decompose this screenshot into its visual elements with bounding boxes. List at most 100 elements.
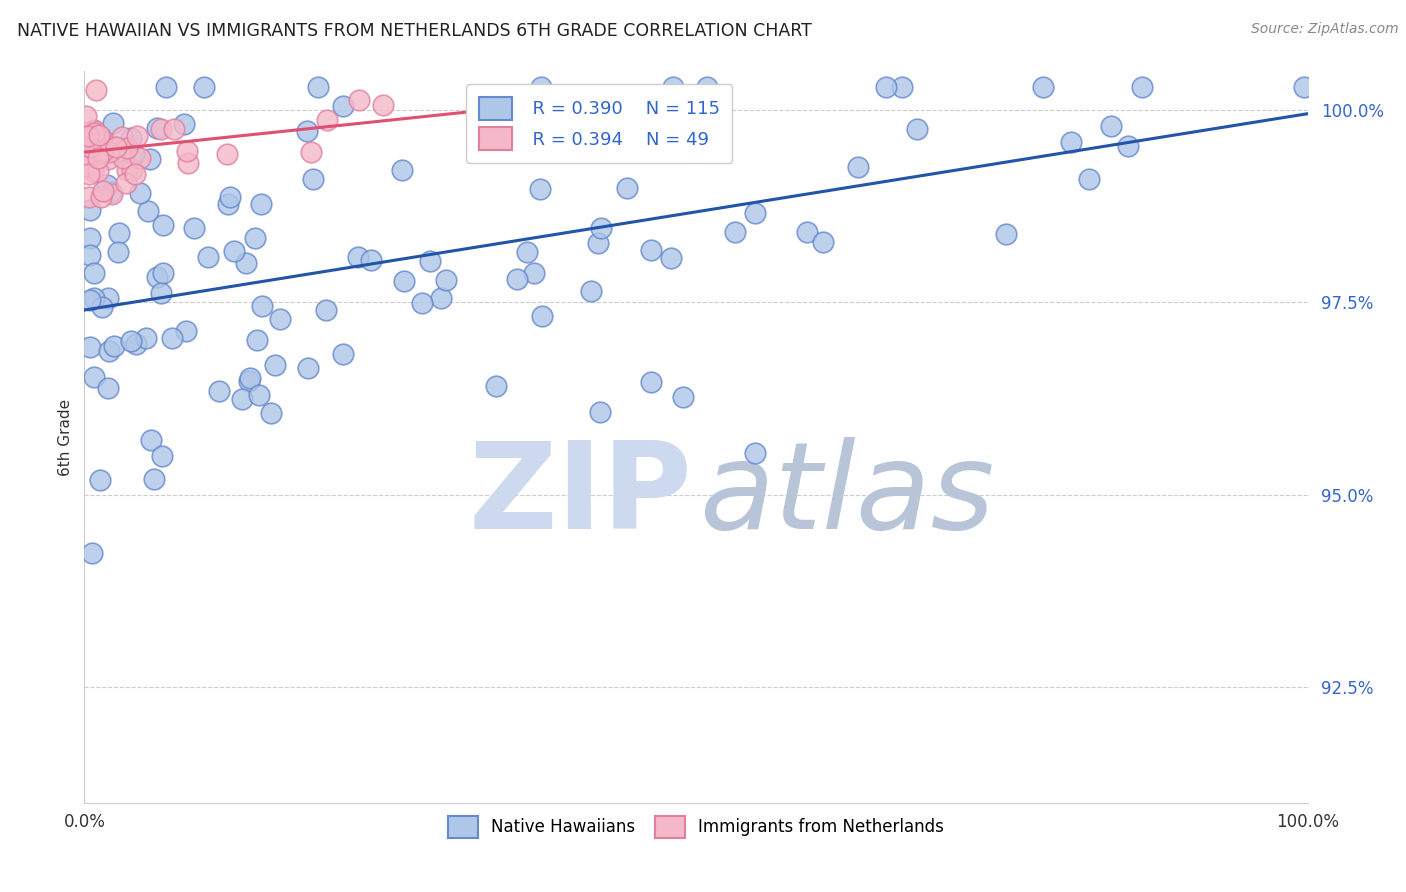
Point <box>531 310 554 324</box>
Point <box>82 546 104 560</box>
Point <box>103 339 125 353</box>
Point <box>90 146 112 161</box>
Point <box>79 293 101 307</box>
Point <box>100 186 122 201</box>
Point <box>373 98 395 112</box>
Point <box>245 231 267 245</box>
Point <box>83 123 105 137</box>
Point <box>136 203 159 218</box>
Point <box>260 406 283 420</box>
Point <box>139 433 162 447</box>
Point <box>104 145 127 159</box>
Point <box>235 255 257 269</box>
Legend: Native Hawaiians, Immigrants from Netherlands: Native Hawaiians, Immigrants from Nether… <box>436 805 956 849</box>
Point <box>91 300 114 314</box>
Point <box>238 374 260 388</box>
Point <box>1060 135 1083 149</box>
Point <box>472 141 495 155</box>
Point <box>434 272 457 286</box>
Point <box>875 79 897 94</box>
Point <box>659 252 682 266</box>
Point <box>516 244 538 259</box>
Point <box>744 206 766 220</box>
Point <box>589 404 612 418</box>
Point <box>530 112 553 127</box>
Point <box>97 382 120 396</box>
Point <box>76 128 98 143</box>
Point <box>1077 172 1099 186</box>
Point <box>529 182 551 196</box>
Point <box>250 300 273 314</box>
Point <box>640 375 662 389</box>
Point <box>120 130 142 145</box>
Point <box>394 274 416 288</box>
Point <box>218 189 240 203</box>
Point <box>589 221 612 235</box>
Point <box>297 361 319 376</box>
Y-axis label: 6th Grade: 6th Grade <box>58 399 73 475</box>
Point <box>79 202 101 217</box>
Point <box>907 121 929 136</box>
Point <box>217 196 239 211</box>
Point <box>995 227 1018 242</box>
Point <box>86 83 108 97</box>
Point <box>239 371 262 385</box>
Point <box>100 185 122 199</box>
Point <box>616 181 638 195</box>
Point <box>249 197 271 211</box>
Point <box>115 141 138 155</box>
Point <box>97 145 120 159</box>
Point <box>193 79 215 94</box>
Point <box>121 163 143 178</box>
Text: NATIVE HAWAIIAN VS IMMIGRANTS FROM NETHERLANDS 6TH GRADE CORRELATION CHART: NATIVE HAWAIIAN VS IMMIGRANTS FROM NETHE… <box>17 22 811 40</box>
Point <box>128 151 150 165</box>
Point <box>295 124 318 138</box>
Point <box>231 392 253 406</box>
Point <box>101 115 124 129</box>
Point <box>79 140 101 154</box>
Point <box>75 149 97 163</box>
Point <box>127 128 149 143</box>
Point <box>811 235 834 250</box>
Point <box>531 145 554 159</box>
Point <box>1116 138 1139 153</box>
Point <box>146 269 169 284</box>
Point <box>430 291 453 305</box>
Point <box>391 163 413 178</box>
Point <box>87 164 110 178</box>
Point <box>197 250 219 264</box>
Text: atlas: atlas <box>700 437 995 554</box>
Point <box>162 330 184 344</box>
Point <box>162 122 184 136</box>
Point <box>124 167 146 181</box>
Point <box>128 186 150 201</box>
Point <box>104 139 127 153</box>
Point <box>79 140 101 154</box>
Point <box>724 225 747 239</box>
Point <box>79 167 101 181</box>
Point <box>122 147 145 161</box>
Point <box>84 124 107 138</box>
Point <box>419 254 441 268</box>
Point <box>506 272 529 286</box>
Point <box>135 331 157 345</box>
Point <box>1099 120 1122 134</box>
Point <box>150 121 173 136</box>
Point <box>264 359 287 373</box>
Point <box>247 388 270 402</box>
Point <box>111 151 134 165</box>
Point <box>488 111 510 125</box>
Point <box>77 190 100 204</box>
Point <box>347 250 370 264</box>
Point <box>120 334 142 349</box>
Point <box>530 79 553 94</box>
Point <box>89 128 111 143</box>
Point <box>891 79 914 94</box>
Point <box>155 79 177 94</box>
Point <box>143 472 166 486</box>
Point <box>307 79 329 94</box>
Point <box>315 302 337 317</box>
Point <box>146 120 169 135</box>
Point <box>107 244 129 259</box>
Point <box>108 226 131 240</box>
